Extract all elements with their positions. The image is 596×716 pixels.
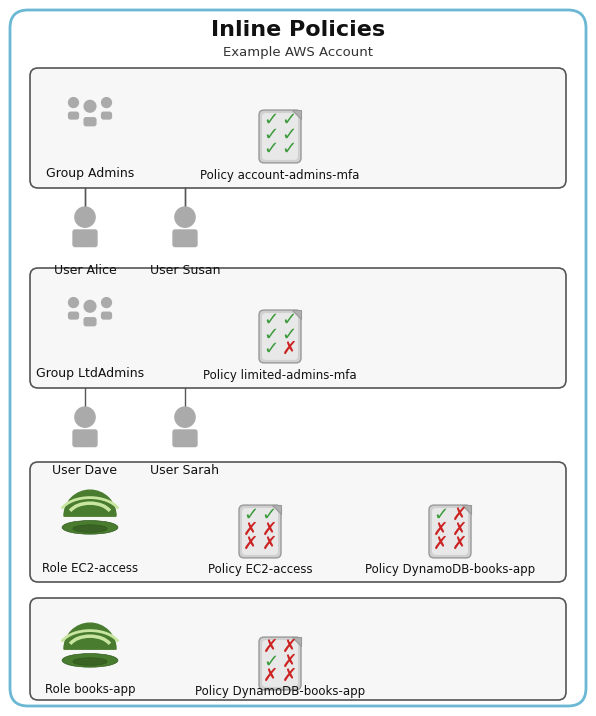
- FancyBboxPatch shape: [262, 113, 298, 160]
- Text: ✗: ✗: [262, 535, 277, 553]
- Text: Policy limited-admins-mfa: Policy limited-admins-mfa: [203, 369, 357, 382]
- Text: Role books-app: Role books-app: [45, 684, 135, 697]
- Circle shape: [75, 407, 95, 427]
- Text: User Dave: User Dave: [52, 463, 117, 477]
- Text: Policy EC2-access: Policy EC2-access: [207, 563, 312, 576]
- Circle shape: [69, 298, 79, 307]
- Wedge shape: [64, 623, 116, 649]
- Text: Policy DynamoDB-books-app: Policy DynamoDB-books-app: [365, 563, 535, 576]
- FancyBboxPatch shape: [69, 312, 79, 319]
- Text: ✓: ✓: [433, 505, 448, 523]
- Circle shape: [175, 407, 195, 427]
- Circle shape: [175, 207, 195, 227]
- Text: Role EC2-access: Role EC2-access: [42, 561, 138, 574]
- Circle shape: [101, 97, 111, 107]
- Text: ✗: ✗: [281, 637, 297, 656]
- FancyBboxPatch shape: [239, 505, 281, 558]
- FancyBboxPatch shape: [30, 598, 566, 700]
- Polygon shape: [292, 110, 301, 120]
- Text: Policy DynamoDB-books-app: Policy DynamoDB-books-app: [195, 684, 365, 697]
- FancyBboxPatch shape: [30, 268, 566, 388]
- Circle shape: [84, 100, 96, 112]
- Text: Group LtdAdmins: Group LtdAdmins: [36, 367, 144, 379]
- FancyBboxPatch shape: [259, 310, 301, 363]
- FancyBboxPatch shape: [101, 312, 111, 319]
- Text: User Alice: User Alice: [54, 263, 116, 276]
- FancyBboxPatch shape: [69, 112, 79, 119]
- Text: ✗: ✗: [263, 667, 278, 685]
- Wedge shape: [64, 490, 116, 516]
- Text: ✓: ✓: [281, 325, 297, 344]
- Text: ✗: ✗: [263, 637, 278, 656]
- Text: ✓: ✓: [281, 311, 297, 329]
- FancyBboxPatch shape: [173, 430, 197, 447]
- Text: ✗: ✗: [433, 521, 448, 538]
- Text: ✓: ✓: [281, 125, 297, 143]
- Text: User Susan: User Susan: [150, 263, 221, 276]
- FancyBboxPatch shape: [173, 230, 197, 246]
- Ellipse shape: [73, 658, 107, 665]
- Text: ✓: ✓: [263, 110, 278, 129]
- Text: ✓: ✓: [263, 652, 278, 670]
- Ellipse shape: [73, 525, 107, 532]
- FancyBboxPatch shape: [259, 637, 301, 690]
- Text: ✓: ✓: [263, 340, 278, 358]
- Ellipse shape: [62, 654, 118, 667]
- Text: Example AWS Account: Example AWS Account: [223, 46, 373, 59]
- Circle shape: [84, 301, 96, 312]
- Polygon shape: [292, 637, 301, 647]
- Text: ✗: ✗: [281, 652, 297, 670]
- FancyBboxPatch shape: [84, 117, 96, 126]
- Text: ✗: ✗: [452, 505, 467, 523]
- Ellipse shape: [62, 521, 118, 534]
- Text: Policy account-admins-mfa: Policy account-admins-mfa: [200, 168, 360, 181]
- Text: ✗: ✗: [243, 535, 259, 553]
- FancyBboxPatch shape: [73, 430, 97, 447]
- FancyBboxPatch shape: [10, 10, 586, 706]
- Text: ✓: ✓: [262, 505, 277, 523]
- Text: ✓: ✓: [263, 325, 278, 344]
- Polygon shape: [292, 310, 301, 319]
- FancyBboxPatch shape: [101, 112, 111, 119]
- FancyBboxPatch shape: [262, 313, 298, 360]
- Text: ✗: ✗: [262, 521, 277, 538]
- FancyBboxPatch shape: [30, 68, 566, 188]
- Text: ✓: ✓: [263, 311, 278, 329]
- FancyBboxPatch shape: [259, 110, 301, 163]
- Text: ✗: ✗: [433, 535, 448, 553]
- Text: ✗: ✗: [243, 521, 259, 538]
- FancyBboxPatch shape: [242, 508, 278, 555]
- Text: User Sarah: User Sarah: [151, 463, 219, 477]
- Polygon shape: [272, 505, 281, 514]
- Text: ✓: ✓: [243, 505, 259, 523]
- Text: ✓: ✓: [281, 140, 297, 158]
- FancyBboxPatch shape: [262, 640, 298, 687]
- Text: Group Admins: Group Admins: [46, 167, 134, 180]
- Text: ✗: ✗: [452, 535, 467, 553]
- Text: Inline Policies: Inline Policies: [211, 20, 385, 40]
- Text: ✓: ✓: [263, 140, 278, 158]
- Text: ✓: ✓: [263, 125, 278, 143]
- Text: ✓: ✓: [281, 110, 297, 129]
- Circle shape: [101, 298, 111, 307]
- Circle shape: [75, 207, 95, 227]
- Text: ✗: ✗: [281, 340, 297, 358]
- FancyBboxPatch shape: [73, 230, 97, 246]
- Polygon shape: [462, 505, 471, 514]
- FancyBboxPatch shape: [84, 318, 96, 326]
- Circle shape: [69, 97, 79, 107]
- Text: ✗: ✗: [281, 667, 297, 685]
- FancyBboxPatch shape: [30, 462, 566, 582]
- FancyBboxPatch shape: [432, 508, 468, 555]
- Text: ✗: ✗: [452, 521, 467, 538]
- FancyBboxPatch shape: [429, 505, 471, 558]
